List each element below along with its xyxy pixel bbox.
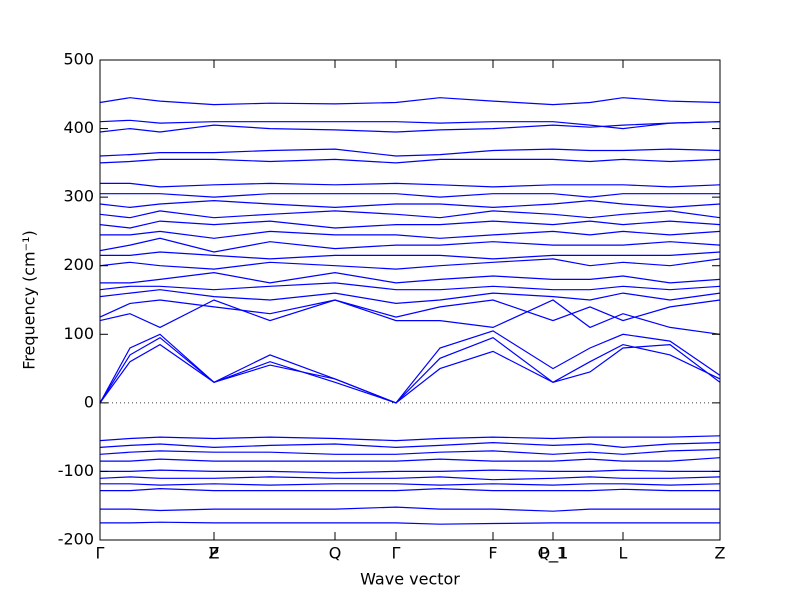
band-line xyxy=(99,121,721,133)
band-line xyxy=(99,441,721,449)
band-line xyxy=(100,251,721,260)
band-line xyxy=(99,158,721,164)
band-line xyxy=(99,258,721,270)
band-line xyxy=(99,343,721,404)
y-tick-label: 200 xyxy=(63,255,94,274)
band-line xyxy=(100,193,720,198)
y-tick-label: -200 xyxy=(58,530,94,549)
x-axis-label: Wave vector xyxy=(360,570,460,589)
band-line xyxy=(99,336,721,404)
x-tick-label: L xyxy=(619,544,628,563)
band-line xyxy=(99,330,721,404)
y-tick-label: 400 xyxy=(63,118,94,137)
band-line xyxy=(99,220,721,229)
y-axis-label: Frequency (cm⁻¹) xyxy=(20,230,39,369)
band-line xyxy=(100,469,720,474)
x-tick-label: P_1 xyxy=(539,544,567,564)
x-tick-label: Γ xyxy=(96,544,105,563)
x-tick-label: Z xyxy=(715,544,726,563)
x-tick-label: Q_1 xyxy=(538,544,569,564)
band-line xyxy=(100,271,721,284)
x-tick-label: Z xyxy=(209,544,220,563)
band-line xyxy=(99,97,721,106)
band-line xyxy=(99,448,721,455)
x-tick-label: P xyxy=(209,544,219,563)
band-line xyxy=(100,506,720,512)
band-line xyxy=(99,476,721,481)
band-line xyxy=(100,521,720,525)
y-tick-label: 500 xyxy=(63,50,94,69)
band-line xyxy=(99,237,721,253)
y-tick-label: 100 xyxy=(63,324,94,343)
band-line xyxy=(100,483,721,486)
band-line xyxy=(99,119,721,130)
x-tick-label: Γ xyxy=(392,544,401,563)
band-line xyxy=(99,299,721,322)
y-tick-label: 300 xyxy=(63,187,94,206)
band-line xyxy=(100,457,721,462)
plot-frame xyxy=(99,59,721,541)
band-line xyxy=(100,487,720,492)
band-line xyxy=(99,289,721,305)
band-line xyxy=(99,210,721,219)
band-line xyxy=(99,282,721,291)
x-tick-label: F xyxy=(488,544,497,563)
band-line xyxy=(99,299,721,335)
y-tick-label: -100 xyxy=(58,461,94,480)
band-line xyxy=(100,230,721,239)
band-line xyxy=(99,148,721,157)
band-line xyxy=(99,435,721,442)
band-line xyxy=(100,182,721,188)
band-line xyxy=(99,199,721,209)
x-tick-label: Q xyxy=(329,544,342,563)
y-tick-label: 0 xyxy=(84,392,94,411)
